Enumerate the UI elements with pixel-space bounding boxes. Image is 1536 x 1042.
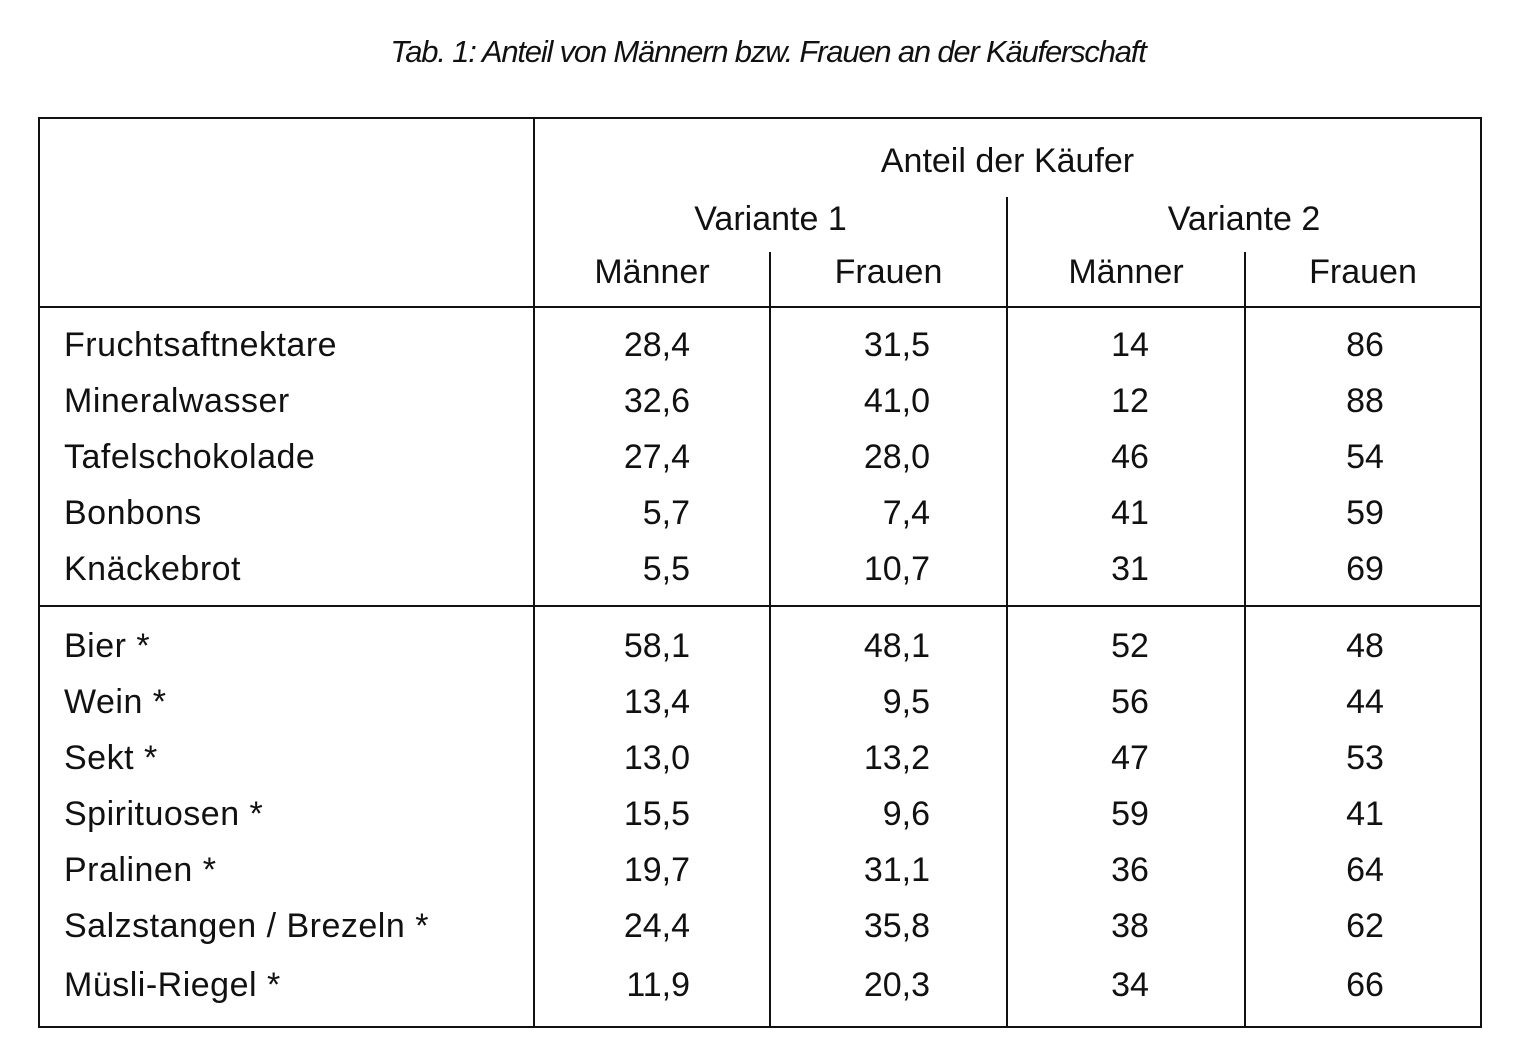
data-table: Anteil der Käufer Variante 1 Variante 2 … [38,117,1482,1028]
table-caption: Tab. 1: Anteil von Männern bzw. Frauen a… [390,34,1146,69]
cell-v2-maenner: 47 [1111,739,1149,777]
cell-v2-frauen: 44 [1346,683,1384,721]
cell-v2-maenner: 34 [1111,966,1149,1004]
cell-v2-frauen: 41 [1346,795,1384,833]
row-label: Mineralwasser [64,382,290,420]
cell-v2-frauen: 48 [1346,627,1384,665]
cell-v2-frauen: 59 [1346,494,1384,532]
cell-v2-maenner: 52 [1111,627,1149,665]
cell-v1-maenner: 11,9 [626,966,690,1004]
table-row: Knäckebrot 5,5 10,7 31 69 [40,541,1480,597]
cell-v1-frauen: 31,5 [863,326,930,364]
header-variant-1: Variante 1 [694,200,847,238]
cell-v1-frauen: 9,6 [882,795,930,833]
cell-v2-frauen: 66 [1346,966,1384,1004]
divider-variants [1006,197,1008,1026]
cell-v2-frauen: 69 [1346,550,1384,588]
cell-v1-frauen: 28,0 [863,438,930,476]
section-rule [40,605,1480,607]
header-v1-frauen: Frauen [834,253,943,291]
cell-v1-maenner: 13,4 [623,683,690,721]
cell-v1-frauen: 7,4 [882,494,930,532]
divider-variant1-subcols [769,252,771,1026]
cell-v1-maenner: 58,1 [623,627,690,665]
cell-v2-maenner: 12 [1111,382,1149,420]
cell-v1-frauen: 10,7 [863,550,930,588]
divider-label-column [533,119,535,1026]
cell-v1-frauen: 31,1 [863,851,930,889]
cell-v1-maenner: 5,7 [642,494,690,532]
row-label: Bier * [64,627,151,665]
table-row: Salzstangen / Brezeln * 24,4 35,8 38 62 [40,898,1480,954]
row-label: Bonbons [64,494,202,532]
row-label: Pralinen * [64,851,217,889]
header-v1-maenner: Männer [594,253,710,291]
cell-v2-maenner: 36 [1111,851,1149,889]
table-row: Wein * 13,4 9,5 56 44 [40,674,1480,730]
row-label: Sekt * [64,739,158,777]
cell-v2-maenner: 31 [1111,550,1149,588]
row-label: Müsli-Riegel * [64,966,281,1004]
header-group: Anteil der Käufer [880,142,1135,180]
cell-v2-maenner: 59 [1111,795,1149,833]
table-row: Müsli-Riegel * 11,9 20,3 34 66 [40,957,1480,1013]
cell-v1-maenner: 19,7 [623,851,690,889]
table-row: Spirituosen * 15,5 9,6 59 41 [40,786,1480,842]
table-row: Sekt * 13,0 13,2 47 53 [40,730,1480,786]
cell-v1-maenner: 13,0 [623,739,690,777]
cell-v2-maenner: 38 [1111,907,1149,945]
table-row: Bier * 58,1 48,1 52 48 [40,618,1480,674]
row-label: Salzstangen / Brezeln * [64,907,429,945]
cell-v2-frauen: 64 [1346,851,1384,889]
cell-v1-frauen: 41,0 [863,382,930,420]
header-v2-maenner: Männer [1068,253,1184,291]
header-v2-frauen: Frauen [1309,253,1417,291]
row-label: Knäckebrot [64,550,241,588]
cell-v1-frauen: 13,2 [863,739,930,777]
cell-v1-frauen: 9,5 [882,683,930,721]
header-variant-2: Variante 2 [1167,200,1321,238]
cell-v2-maenner: 14 [1111,326,1149,364]
table-row: Pralinen * 19,7 31,1 36 64 [40,842,1480,898]
cell-v1-frauen: 35,8 [863,907,930,945]
cell-v1-maenner: 28,4 [623,326,690,364]
cell-v1-maenner: 24,4 [623,907,690,945]
cell-v1-maenner: 27,4 [623,438,690,476]
table-row: Fruchtsaftnektare 28,4 31,5 14 86 [40,317,1480,373]
cell-v2-frauen: 86 [1346,326,1384,364]
cell-v2-frauen: 62 [1346,907,1384,945]
table-row: Bonbons 5,7 7,4 41 59 [40,485,1480,541]
divider-variant2-subcols [1244,252,1246,1026]
cell-v1-frauen: 20,3 [863,966,930,1004]
row-label: Tafelschokolade [64,438,316,476]
cell-v2-maenner: 46 [1111,438,1149,476]
cell-v2-frauen: 88 [1346,382,1384,420]
row-label: Wein * [64,683,167,721]
cell-v2-maenner: 56 [1111,683,1149,721]
row-label: Fruchtsaftnektare [64,326,338,364]
cell-v1-frauen: 48,1 [863,627,930,665]
cell-v1-maenner: 15,5 [623,795,690,833]
cell-v2-frauen: 53 [1346,739,1384,777]
table-row: Mineralwasser 32,6 41,0 12 88 [40,373,1480,429]
header-bottom-rule [40,306,1480,308]
cell-v2-frauen: 54 [1346,438,1384,476]
row-label: Spirituosen * [64,795,264,833]
cell-v1-maenner: 5,5 [642,550,690,588]
cell-v2-maenner: 41 [1111,494,1149,532]
table-row: Tafelschokolade 27,4 28,0 46 54 [40,429,1480,485]
cell-v1-maenner: 32,6 [623,382,690,420]
